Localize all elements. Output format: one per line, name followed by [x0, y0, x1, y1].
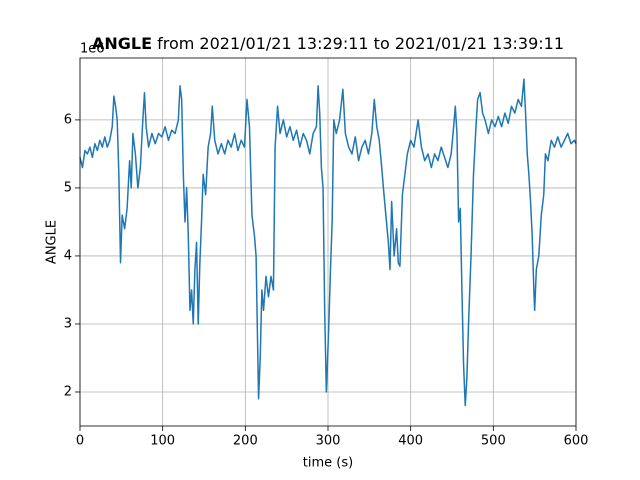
x-tick-label: 500 [481, 434, 506, 449]
chart-title: ANGLE from 2021/01/21 13:29:11 to 2021/0… [92, 34, 564, 53]
title-bold: ANGLE [92, 34, 152, 53]
x-tick-label: 600 [564, 434, 589, 449]
y-offset-label: 1e6 [80, 42, 105, 57]
x-tick-label: 300 [316, 434, 341, 449]
x-tick-label: 100 [150, 434, 175, 449]
y-axis-label: ANGLE [45, 220, 60, 264]
y-tick-label: 5 [64, 180, 72, 195]
x-tick-label: 0 [76, 434, 84, 449]
x-tick-label: 400 [398, 434, 423, 449]
title-text: from 2021/01/21 13:29:11 to 2021/01/21 1… [157, 34, 564, 53]
x-axis-label: time (s) [303, 456, 353, 471]
y-tick-label: 6 [64, 112, 72, 127]
data-line [79, 78, 577, 407]
y-tick-label: 4 [64, 248, 72, 263]
y-tick-label: 3 [64, 316, 72, 331]
x-tick-label: 200 [233, 434, 258, 449]
y-tick-label: 2 [64, 384, 72, 399]
plot-frame [79, 57, 577, 427]
